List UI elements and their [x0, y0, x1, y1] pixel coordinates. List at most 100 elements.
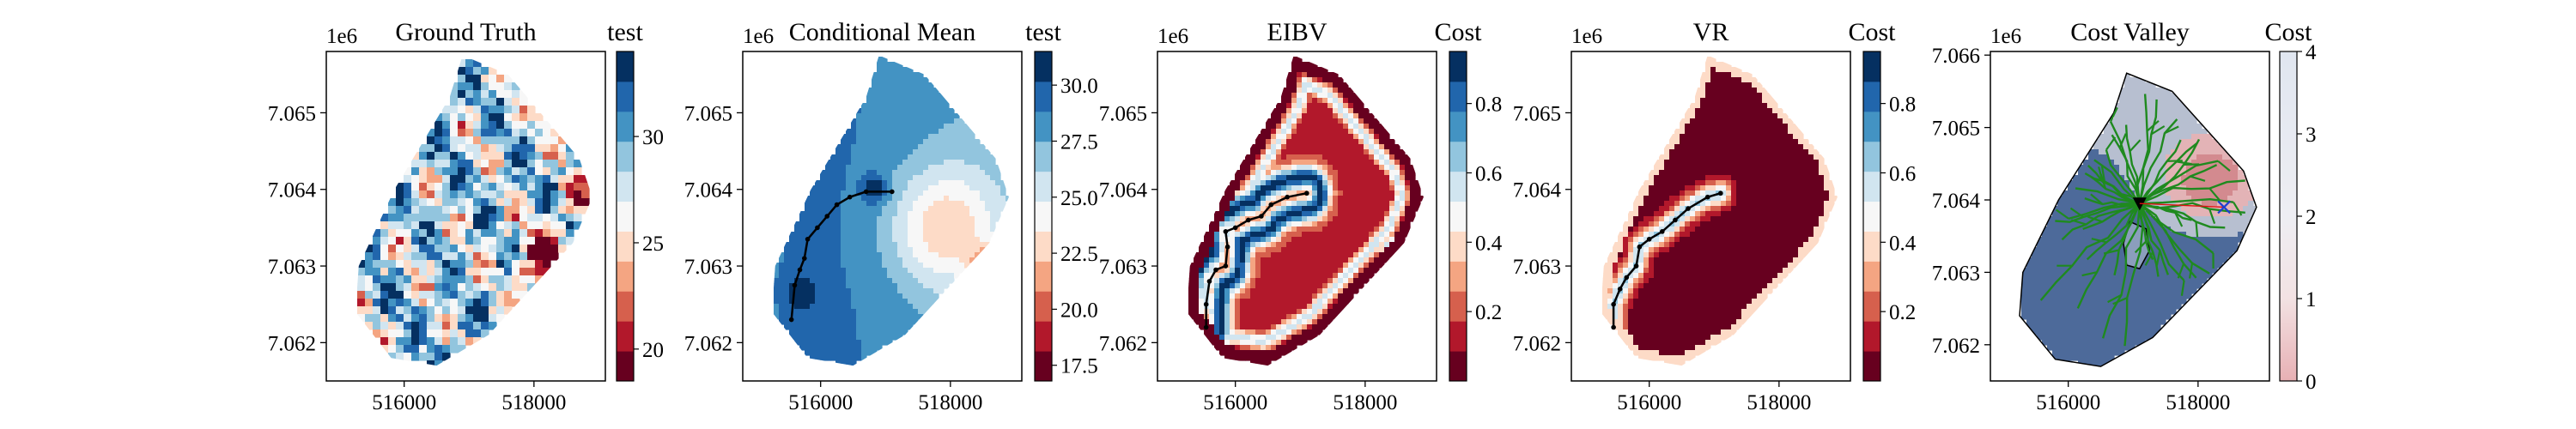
colorbar-band — [1449, 321, 1467, 352]
panel-title: VR — [1693, 18, 1729, 46]
trajectory-point — [1686, 206, 1691, 211]
colorbar-tick-label: 30 — [642, 126, 664, 149]
heatmap-field — [1188, 57, 1424, 366]
tree-edge — [2139, 160, 2219, 205]
colorbar-band — [1449, 111, 1467, 142]
trajectory-point — [847, 194, 853, 200]
tree-branch — [2055, 208, 2069, 220]
trajectory-point — [1223, 229, 1229, 234]
tree-edge — [2138, 202, 2160, 277]
panel-4: 516000 518000 7.065 7.064 7.063 7.062 1e6 VR Cos… — [1513, 18, 1917, 414]
panel-2: 516000 518000 7.065 7.064 7.063 7.062 1e6 Condi… — [684, 18, 1098, 414]
trajectory-point — [1673, 217, 1678, 223]
tree-edge — [2068, 202, 2140, 221]
tree-edge — [2076, 202, 2141, 309]
trajectory-point — [792, 282, 798, 288]
x-tick-label: 516000 — [2036, 391, 2100, 414]
tree-edge — [2138, 118, 2178, 204]
y-tick-label: 7.063 — [268, 256, 316, 279]
colorbar-band — [617, 51, 634, 82]
x-tick-label: 518000 — [501, 391, 566, 414]
colorbar-title: test — [1025, 18, 1061, 46]
axes-frame — [1157, 51, 1437, 382]
tree-branch — [2110, 106, 2118, 123]
colorbar: Cost 0.8 0.6 0.4 0.2 — [1848, 18, 1917, 382]
y-multiplier: 1e6 — [326, 25, 357, 48]
heatmap-field — [2021, 73, 2257, 366]
colorbar-band — [1035, 141, 1052, 172]
colorbar-band — [1449, 141, 1467, 172]
y-tick-label: 7.064 — [1932, 190, 1981, 213]
panel-3: 516000 518000 7.065 7.064 7.063 7.062 1e6 EIBV C… — [1099, 18, 1503, 414]
y-multiplier: 1e6 — [1157, 25, 1188, 48]
tree-branch — [2190, 175, 2206, 182]
colorbar-band — [617, 351, 634, 382]
y-tick-label: 7.063 — [1932, 262, 1980, 285]
tree-branch — [2217, 160, 2231, 172]
colorbar-band — [1863, 141, 1880, 172]
colorbar-tick-label: 1 — [2306, 288, 2317, 311]
colorbar: test 30.0 27.5 25.0 22.5 20.0 17.5 — [1025, 18, 1098, 382]
colorbar-band — [1863, 351, 1880, 382]
trajectory-point — [863, 189, 869, 195]
x-tick-label: 516000 — [372, 391, 436, 414]
trajectory-point — [1633, 263, 1639, 269]
colorbar-band — [1863, 261, 1880, 292]
colorbar-tick-label: 25 — [642, 233, 664, 256]
colorbar-tick-label: 0.6 — [1475, 162, 1502, 185]
trajectory-point — [1285, 194, 1290, 200]
colorbar-tick-label: 0.2 — [1475, 301, 1502, 324]
tree-branch — [2180, 280, 2185, 296]
tree-edge — [2138, 139, 2182, 204]
tree-edge — [2138, 202, 2197, 279]
colorbar-band — [617, 231, 634, 262]
colorbar-band — [1863, 171, 1880, 202]
colorbar-tick-label: 17.5 — [1060, 355, 1098, 378]
x-tick-label: 518000 — [918, 391, 982, 414]
tree-edge — [2139, 202, 2192, 221]
colorbar-band — [1863, 81, 1880, 112]
colorbar-band — [1449, 231, 1467, 262]
tree-edge — [2105, 149, 2141, 204]
panel-title: Conditional Mean — [789, 18, 975, 46]
colorbar-title: Cost — [1434, 18, 1482, 46]
colorbar-band — [1863, 291, 1880, 322]
colorbar-band — [617, 111, 634, 142]
trajectory-point — [1660, 229, 1665, 234]
y-tick-label: 7.065 — [684, 102, 732, 125]
panel-1: 516000 518000 7.065 7.064 7.063 7.062 1e6 Groun… — [268, 18, 664, 414]
panel-5: 516000 518000 7.066 7.065 7.064 7.063 7.062 1e6… — [1932, 18, 2317, 414]
trajectory-point — [1617, 287, 1623, 292]
tree-edge — [2084, 196, 2140, 207]
colorbar-band — [617, 201, 634, 232]
colorbar-band — [1863, 51, 1880, 82]
y-tick-label: 7.065 — [1932, 118, 1980, 141]
trajectory-point — [1232, 225, 1238, 231]
y-multiplier: 1e6 — [1990, 25, 2021, 48]
tree-branch — [2107, 293, 2123, 304]
x-tick-label: 516000 — [788, 391, 853, 414]
tree-branch — [2118, 133, 2127, 148]
y-tick-label: 7.065 — [1513, 102, 1561, 125]
tree-branch — [2081, 271, 2098, 277]
trajectory-point — [1637, 244, 1643, 250]
y-tick-label: 7.063 — [1513, 256, 1561, 279]
tree-branch — [2144, 251, 2154, 266]
tree-edge — [2090, 176, 2141, 205]
y-tick-label: 7.062 — [1932, 335, 1980, 358]
colorbar-band — [1035, 111, 1052, 142]
axes-frame — [1571, 51, 1851, 382]
colorbar-band — [1449, 201, 1467, 232]
colorbar-band — [1449, 81, 1467, 112]
colorbar-tick-label: 27.5 — [1060, 130, 1098, 154]
y-tick-label: 7.062 — [1099, 332, 1147, 355]
colorbar-tick-label: 30.0 — [1060, 75, 1098, 98]
colorbar-tick-label: 0.8 — [1475, 94, 1502, 117]
y-tick-label: 7.064 — [1099, 179, 1148, 202]
trajectory-path — [1612, 192, 1722, 328]
y-tick-label: 7.063 — [1099, 256, 1147, 279]
colorbar-tick-label: 2 — [2306, 206, 2317, 229]
tree-branch — [2208, 208, 2216, 224]
trajectory-point — [1268, 202, 1274, 208]
